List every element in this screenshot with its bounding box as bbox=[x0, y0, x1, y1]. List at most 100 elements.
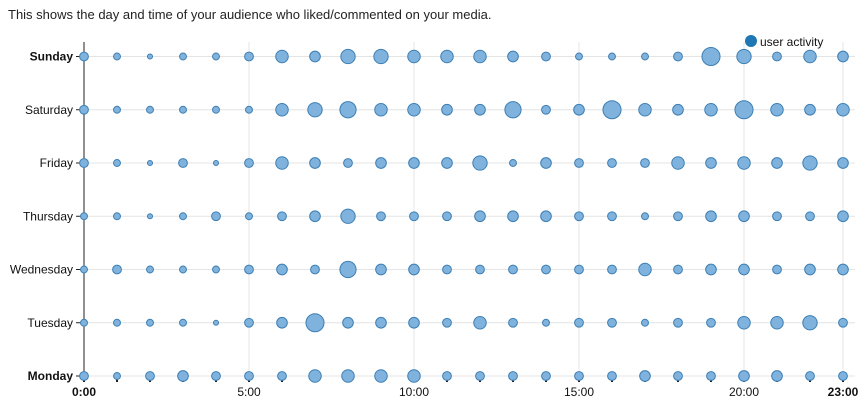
activity-bubble[interactable] bbox=[177, 370, 189, 382]
activity-bubble[interactable] bbox=[509, 159, 517, 167]
activity-bubble[interactable] bbox=[113, 105, 121, 114]
activity-bubble[interactable] bbox=[341, 369, 355, 383]
activity-bubble[interactable] bbox=[574, 158, 584, 168]
activity-bubble[interactable] bbox=[673, 317, 683, 328]
activity-bubble[interactable] bbox=[212, 265, 220, 274]
activity-bubble[interactable] bbox=[80, 318, 88, 327]
activity-bubble[interactable] bbox=[772, 51, 782, 62]
activity-bubble[interactable] bbox=[442, 211, 452, 222]
activity-bubble[interactable] bbox=[113, 212, 121, 221]
activity-bubble[interactable] bbox=[146, 53, 154, 60]
activity-bubble[interactable] bbox=[113, 372, 121, 380]
activity-bubble[interactable] bbox=[705, 263, 717, 276]
activity-bubble[interactable] bbox=[771, 157, 783, 169]
activity-bubble[interactable] bbox=[79, 371, 89, 381]
activity-bubble[interactable] bbox=[540, 210, 552, 223]
activity-bubble[interactable] bbox=[541, 371, 551, 381]
activity-bubble[interactable] bbox=[112, 264, 122, 275]
activity-bubble[interactable] bbox=[608, 52, 616, 61]
activity-bubble[interactable] bbox=[212, 159, 220, 167]
activity-bubble[interactable] bbox=[342, 316, 354, 329]
activity-bubble[interactable] bbox=[79, 51, 89, 62]
activity-bubble[interactable] bbox=[802, 155, 818, 171]
activity-bubble[interactable] bbox=[309, 210, 321, 223]
activity-bubble[interactable] bbox=[508, 371, 518, 381]
activity-bubble[interactable] bbox=[113, 159, 121, 167]
activity-bubble[interactable] bbox=[441, 103, 453, 116]
activity-bubble[interactable] bbox=[607, 317, 617, 328]
activity-bubble[interactable] bbox=[802, 315, 818, 331]
activity-bubble[interactable] bbox=[244, 264, 254, 275]
activity-bubble[interactable] bbox=[442, 264, 452, 275]
activity-bubble[interactable] bbox=[408, 263, 420, 276]
activity-bubble[interactable] bbox=[179, 105, 187, 114]
activity-bubble[interactable] bbox=[146, 105, 154, 114]
activity-bubble[interactable] bbox=[573, 103, 585, 116]
activity-bubble[interactable] bbox=[838, 317, 848, 328]
activity-bubble[interactable] bbox=[113, 318, 121, 327]
activity-bubble[interactable] bbox=[805, 211, 815, 222]
activity-bubble[interactable] bbox=[211, 211, 221, 222]
activity-bubble[interactable] bbox=[339, 260, 357, 279]
activity-bubble[interactable] bbox=[475, 264, 485, 275]
activity-bubble[interactable] bbox=[738, 370, 750, 382]
activity-bubble[interactable] bbox=[607, 158, 617, 168]
activity-bubble[interactable] bbox=[275, 49, 289, 64]
activity-bubble[interactable] bbox=[602, 100, 622, 120]
activity-bubble[interactable] bbox=[541, 264, 551, 275]
activity-bubble[interactable] bbox=[540, 157, 552, 169]
activity-bubble[interactable] bbox=[673, 51, 683, 62]
activity-bubble[interactable] bbox=[736, 48, 752, 65]
activity-bubble[interactable] bbox=[179, 52, 187, 61]
activity-bubble[interactable] bbox=[146, 213, 154, 220]
activity-bubble[interactable] bbox=[211, 371, 221, 381]
activity-bubble[interactable] bbox=[836, 103, 850, 117]
activity-bubble[interactable] bbox=[574, 264, 584, 275]
activity-bubble[interactable] bbox=[671, 156, 685, 170]
activity-bubble[interactable] bbox=[340, 208, 356, 224]
activity-bubble[interactable] bbox=[475, 371, 485, 381]
activity-bubble[interactable] bbox=[245, 212, 253, 221]
activity-bubble[interactable] bbox=[178, 158, 188, 168]
activity-bubble[interactable] bbox=[541, 51, 551, 62]
activity-bubble[interactable] bbox=[705, 157, 717, 169]
activity-bubble[interactable] bbox=[146, 265, 154, 274]
activity-bubble[interactable] bbox=[772, 264, 782, 275]
activity-bubble[interactable] bbox=[408, 316, 420, 329]
activity-bubble[interactable] bbox=[309, 50, 321, 63]
activity-bubble[interactable] bbox=[374, 103, 388, 117]
activity-bubble[interactable] bbox=[276, 316, 288, 329]
activity-bubble[interactable] bbox=[507, 210, 519, 223]
activity-bubble[interactable] bbox=[770, 316, 784, 330]
activity-bubble[interactable] bbox=[343, 158, 353, 168]
activity-bubble[interactable] bbox=[607, 371, 617, 381]
activity-bubble[interactable] bbox=[442, 317, 452, 328]
activity-bubble[interactable] bbox=[641, 318, 649, 327]
activity-bubble[interactable] bbox=[804, 263, 816, 276]
activity-bubble[interactable] bbox=[508, 264, 518, 275]
activity-bubble[interactable] bbox=[607, 264, 617, 275]
activity-bubble[interactable] bbox=[409, 211, 419, 222]
activity-bubble[interactable] bbox=[113, 52, 121, 61]
activity-bubble[interactable] bbox=[574, 371, 584, 381]
activity-bubble[interactable] bbox=[734, 100, 754, 120]
activity-bubble[interactable] bbox=[673, 264, 683, 275]
activity-bubble[interactable] bbox=[408, 157, 420, 169]
activity-bubble[interactable] bbox=[275, 103, 289, 117]
activity-bubble[interactable] bbox=[738, 263, 750, 276]
activity-bubble[interactable] bbox=[277, 211, 287, 222]
activity-bubble[interactable] bbox=[638, 262, 652, 277]
activity-bubble[interactable] bbox=[473, 316, 487, 330]
activity-bubble[interactable] bbox=[837, 210, 849, 223]
activity-bubble[interactable] bbox=[309, 157, 321, 169]
activity-bubble[interactable] bbox=[705, 210, 717, 223]
activity-bubble[interactable] bbox=[79, 158, 89, 168]
activity-bubble[interactable] bbox=[374, 369, 388, 383]
activity-bubble[interactable] bbox=[375, 316, 387, 329]
activity-bubble[interactable] bbox=[373, 48, 389, 65]
activity-bubble[interactable] bbox=[212, 105, 220, 114]
activity-bubble[interactable] bbox=[473, 49, 487, 64]
activity-bubble[interactable] bbox=[704, 103, 718, 117]
activity-bubble[interactable] bbox=[701, 46, 721, 67]
activity-bubble[interactable] bbox=[804, 103, 816, 116]
